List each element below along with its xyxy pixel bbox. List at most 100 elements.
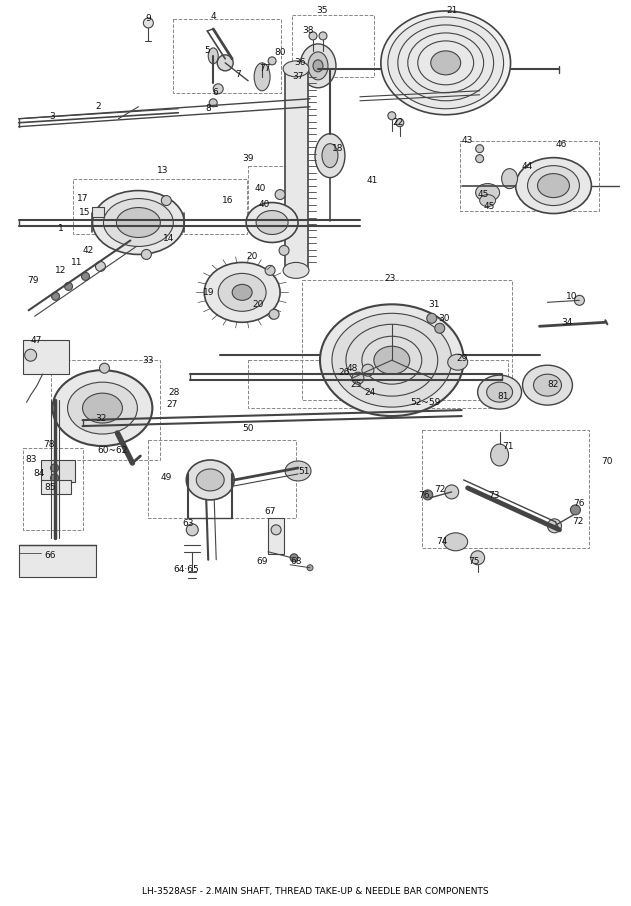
Ellipse shape — [283, 61, 309, 77]
Circle shape — [52, 293, 59, 300]
Bar — [23, 448, 83, 530]
Ellipse shape — [320, 304, 464, 416]
Ellipse shape — [68, 382, 138, 434]
Ellipse shape — [208, 48, 218, 63]
Text: 39: 39 — [242, 154, 254, 163]
Text: 17: 17 — [77, 194, 88, 203]
Circle shape — [476, 145, 483, 153]
Ellipse shape — [83, 393, 122, 423]
Text: 50: 50 — [242, 424, 254, 432]
Text: 28: 28 — [168, 388, 180, 397]
Text: 3: 3 — [50, 112, 56, 121]
Ellipse shape — [315, 134, 345, 178]
Text: 1: 1 — [57, 224, 64, 233]
Ellipse shape — [254, 63, 270, 91]
Text: LH-3528ASF - 2.MAIN SHAFT, THREAD TAKE-UP & NEEDLE BAR COMPONENTS: LH-3528ASF - 2.MAIN SHAFT, THREAD TAKE-U… — [142, 887, 489, 895]
Circle shape — [476, 155, 483, 163]
Text: 67: 67 — [264, 507, 276, 516]
Text: 29: 29 — [456, 353, 468, 362]
Ellipse shape — [313, 60, 323, 72]
Circle shape — [307, 564, 313, 571]
Bar — [93, 207, 105, 217]
Ellipse shape — [502, 169, 517, 188]
Circle shape — [362, 364, 374, 376]
Ellipse shape — [534, 374, 562, 396]
Circle shape — [95, 262, 105, 272]
Circle shape — [396, 119, 404, 127]
Circle shape — [445, 485, 459, 499]
Bar — [40, 480, 71, 494]
Text: 19: 19 — [203, 288, 214, 297]
Text: 6: 6 — [213, 88, 218, 97]
Ellipse shape — [388, 17, 504, 109]
Bar — [19, 545, 97, 577]
Ellipse shape — [528, 166, 579, 206]
Bar — [268, 518, 284, 554]
Text: 9: 9 — [146, 14, 151, 24]
Ellipse shape — [516, 158, 591, 214]
Bar — [302, 280, 512, 400]
Text: 48: 48 — [346, 363, 358, 372]
Ellipse shape — [218, 274, 266, 312]
Circle shape — [271, 525, 281, 535]
Bar — [23, 341, 69, 374]
Ellipse shape — [117, 207, 160, 237]
Circle shape — [427, 313, 437, 323]
Text: 47: 47 — [31, 336, 42, 345]
Text: 10: 10 — [565, 292, 577, 301]
Text: 83: 83 — [25, 456, 37, 465]
Text: 41: 41 — [366, 176, 377, 185]
Circle shape — [352, 372, 364, 384]
Text: 60~62: 60~62 — [97, 446, 127, 455]
Text: 20: 20 — [247, 252, 258, 261]
Text: 12: 12 — [55, 265, 66, 275]
Circle shape — [265, 265, 275, 275]
Text: 64·65: 64·65 — [174, 565, 199, 574]
Ellipse shape — [232, 284, 252, 300]
Circle shape — [217, 55, 233, 71]
Ellipse shape — [322, 144, 338, 168]
Circle shape — [309, 32, 317, 40]
Text: 24: 24 — [364, 388, 375, 397]
Ellipse shape — [103, 198, 174, 246]
Text: 40: 40 — [259, 200, 270, 209]
Bar — [50, 361, 160, 460]
Text: 44: 44 — [522, 162, 533, 171]
Bar — [73, 178, 247, 235]
Text: 20: 20 — [252, 300, 264, 309]
Circle shape — [100, 363, 109, 373]
Ellipse shape — [204, 263, 280, 323]
Text: 35: 35 — [316, 6, 327, 15]
Text: 32: 32 — [95, 413, 106, 422]
Bar — [422, 430, 589, 548]
Text: 76: 76 — [418, 491, 430, 500]
Ellipse shape — [374, 346, 410, 374]
Circle shape — [50, 464, 59, 472]
Circle shape — [548, 519, 562, 533]
Text: 16: 16 — [223, 196, 234, 205]
Text: 82: 82 — [548, 380, 559, 389]
Ellipse shape — [300, 43, 336, 88]
Text: 45: 45 — [478, 190, 489, 199]
Text: 30: 30 — [438, 313, 449, 323]
Ellipse shape — [480, 195, 495, 207]
Text: 49: 49 — [161, 474, 172, 482]
Circle shape — [423, 490, 433, 500]
Text: 70: 70 — [601, 458, 613, 467]
Bar — [285, 69, 308, 270]
Text: 69: 69 — [256, 557, 268, 566]
Circle shape — [81, 273, 90, 280]
Circle shape — [435, 323, 445, 333]
Text: 78: 78 — [43, 439, 54, 448]
Circle shape — [141, 249, 151, 259]
Text: 38: 38 — [302, 26, 314, 35]
Ellipse shape — [256, 210, 288, 235]
Circle shape — [213, 84, 223, 94]
Text: 73: 73 — [488, 491, 499, 500]
Ellipse shape — [246, 203, 298, 243]
Circle shape — [269, 309, 279, 319]
Text: 63: 63 — [182, 519, 194, 528]
Text: 81: 81 — [498, 391, 509, 400]
Text: 45: 45 — [484, 202, 495, 211]
Text: 25: 25 — [350, 380, 362, 389]
